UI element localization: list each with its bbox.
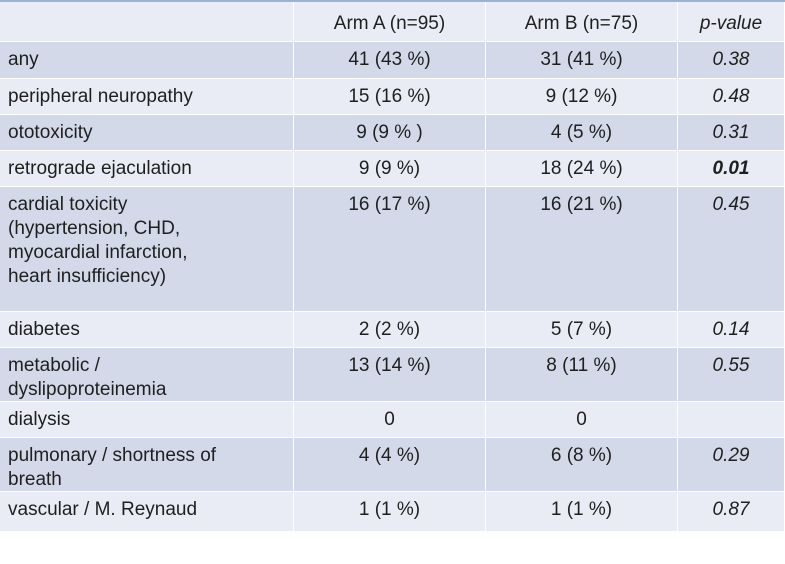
p-value: 0.48 xyxy=(678,79,785,114)
p-value: 0.14 xyxy=(678,312,785,347)
p-value: 0.29 xyxy=(678,438,785,496)
arm-b-value: 4 (5 %) xyxy=(486,115,678,150)
arm-b-value: 9 (12 %) xyxy=(486,79,678,114)
p-value xyxy=(678,402,785,437)
row-label: dialysis xyxy=(0,402,294,437)
p-value: 0.45 xyxy=(678,187,785,311)
p-value: 0.38 xyxy=(678,42,785,78)
arm-b-value: 31 (41 %) xyxy=(486,42,678,78)
arm-a-value: 4 (4 %) xyxy=(294,438,486,496)
row-label: diabetes xyxy=(0,312,294,347)
p-value: 0.87 xyxy=(678,492,785,531)
header-cell-p-value: p-value xyxy=(678,2,785,41)
row-label: peripheral neuropathy xyxy=(0,79,294,114)
table-row: any 41 (43 %) 31 (41 %) 0.38 xyxy=(0,42,785,79)
arm-a-value: 15 (16 %) xyxy=(294,79,486,114)
row-label: vascular / M. Reynaud xyxy=(0,492,294,531)
table-row: vascular / M. Reynaud 1 (1 %) 1 (1 %) 0.87 xyxy=(0,492,785,532)
row-label: pulmonary / shortness of breath xyxy=(0,438,294,496)
arm-b-value: 8 (11 %) xyxy=(486,348,678,406)
row-label: cardial toxicity (hypertension, CHD, myoca… xyxy=(0,187,294,311)
arm-b-value: 1 (1 %) xyxy=(486,492,678,531)
table-row: peripheral neuropathy 15 (16 %) 9 (12 %) 0.… xyxy=(0,79,785,115)
table-body: any 41 (43 %) 31 (41 %) 0.38 peripheral neur… xyxy=(0,42,785,532)
arm-a-value: 13 (14 %) xyxy=(294,348,486,406)
table-row: dialysis 0 0 xyxy=(0,402,785,438)
p-value: 0.31 xyxy=(678,115,785,150)
table-row: diabetes 2 (2 %) 5 (7 %) 0.14 xyxy=(0,312,785,348)
arm-b-value: 5 (7 %) xyxy=(486,312,678,347)
arm-a-value: 9 (9 % ) xyxy=(294,115,486,150)
header-cell-arm-b: Arm B (n=75) xyxy=(486,2,678,41)
arm-a-value: 2 (2 %) xyxy=(294,312,486,347)
table-row: pulmonary / shortness of breath 4 (4 %) 6 (… xyxy=(0,438,785,496)
arm-b-value: 6 (8 %) xyxy=(486,438,678,496)
arm-a-value: 1 (1 %) xyxy=(294,492,486,531)
row-label: any xyxy=(0,42,294,78)
row-label: metabolic / dyslipoproteinemia xyxy=(0,348,294,406)
header-cell-arm-a: Arm A (n=95) xyxy=(294,2,486,41)
table-row: cardial toxicity (hypertension, CHD, myoca… xyxy=(0,187,785,312)
arm-a-value: 41 (43 %) xyxy=(294,42,486,78)
arm-a-value: 0 xyxy=(294,402,486,437)
header-cell-label xyxy=(0,2,294,41)
table-row: retrograde ejaculation 9 (9 %) 18 (24 %) 0.… xyxy=(0,151,785,187)
arm-a-value: 16 (17 %) xyxy=(294,187,486,311)
arm-b-value: 18 (24 %) xyxy=(486,151,678,186)
arm-b-value: 16 (21 %) xyxy=(486,187,678,311)
arm-b-value: 0 xyxy=(486,402,678,437)
row-label: retrograde ejaculation xyxy=(0,151,294,186)
p-value: 0.55 xyxy=(678,348,785,406)
arm-a-value: 9 (9 %) xyxy=(294,151,486,186)
table-row: metabolic / dyslipoproteinemia 13 (14 %) 8 … xyxy=(0,348,785,406)
table-header-row: Arm A (n=95) Arm B (n=75) p-value xyxy=(0,2,785,42)
row-label: ototoxicity xyxy=(0,115,294,150)
table-row: ototoxicity 9 (9 % ) 4 (5 %) 0.31 xyxy=(0,115,785,151)
p-value: 0.01 xyxy=(678,151,785,186)
